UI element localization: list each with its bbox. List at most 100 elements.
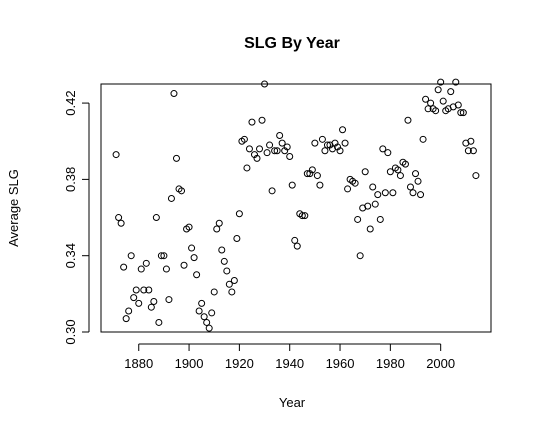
x-axis-label: Year	[279, 395, 306, 410]
data-point	[316, 181, 324, 189]
data-point	[240, 135, 248, 143]
data-point	[298, 212, 306, 220]
data-point	[376, 215, 384, 223]
data-point	[356, 252, 364, 260]
data-point	[142, 259, 150, 267]
data-point	[406, 183, 414, 191]
data-point	[447, 88, 455, 96]
data-point	[389, 189, 397, 197]
data-point	[157, 252, 165, 260]
data-point	[263, 149, 271, 157]
data-point	[261, 80, 269, 88]
data-point	[293, 242, 301, 250]
data-point	[386, 168, 394, 176]
data-point	[230, 276, 238, 284]
data-point	[243, 164, 251, 172]
data-point	[276, 132, 284, 140]
data-point	[112, 151, 120, 159]
data-point	[469, 147, 477, 155]
data-point	[283, 143, 291, 151]
data-points	[112, 78, 480, 332]
data-point	[311, 139, 319, 147]
data-point	[396, 172, 404, 180]
y-tick-label: 0.38	[63, 167, 78, 192]
data-point	[339, 126, 347, 134]
data-point	[117, 219, 125, 227]
data-point	[424, 105, 432, 113]
data-point	[195, 307, 203, 315]
data-point	[336, 147, 344, 155]
data-point	[366, 225, 374, 233]
data-point	[200, 313, 208, 321]
data-point	[125, 307, 133, 315]
data-point	[401, 160, 409, 168]
data-point	[427, 99, 435, 107]
x-tick-label: 1980	[376, 356, 405, 371]
data-point	[321, 147, 329, 155]
data-point	[208, 309, 216, 317]
chart-title: SLG By Year	[244, 35, 340, 52]
data-point	[188, 244, 196, 252]
data-point	[467, 137, 475, 145]
data-point	[135, 299, 143, 307]
data-point	[417, 191, 425, 199]
data-point	[256, 145, 264, 153]
y-tick-label: 0.42	[63, 90, 78, 115]
data-point	[472, 172, 480, 180]
x-tick-label: 1880	[124, 356, 153, 371]
data-point	[419, 135, 427, 143]
data-point	[273, 147, 281, 155]
y-axis-label: Average SLG	[6, 169, 21, 247]
data-point	[464, 147, 472, 155]
y-axis: 0.30 0.34 0.38 0.42	[63, 90, 90, 345]
y-tick-label: 0.30	[63, 319, 78, 344]
data-point	[323, 141, 331, 149]
data-point	[457, 109, 465, 117]
data-point	[193, 271, 201, 279]
data-point	[155, 318, 163, 326]
data-point	[233, 235, 241, 243]
x-tick-label: 1900	[175, 356, 204, 371]
data-point	[313, 172, 321, 180]
data-point	[351, 179, 359, 187]
data-point	[253, 154, 261, 162]
data-point	[137, 265, 145, 273]
data-point	[147, 303, 155, 311]
data-point	[434, 86, 442, 94]
data-point	[288, 181, 296, 189]
y-tick-label: 0.34	[63, 243, 78, 268]
data-point	[361, 168, 369, 176]
data-point	[374, 191, 382, 199]
x-tick-label: 1960	[326, 356, 355, 371]
data-point	[404, 116, 412, 124]
data-point	[172, 154, 180, 162]
plot-area	[100, 83, 492, 333]
data-point	[245, 145, 253, 153]
data-point	[379, 145, 387, 153]
data-point	[384, 149, 392, 157]
data-point	[223, 267, 231, 275]
data-point	[271, 147, 279, 155]
data-point	[185, 223, 193, 231]
data-point	[215, 219, 223, 227]
data-point	[301, 212, 309, 220]
data-point	[452, 78, 460, 86]
data-point	[152, 214, 160, 222]
data-point	[150, 297, 158, 305]
data-point	[268, 187, 276, 195]
data-point	[220, 257, 228, 265]
data-point	[318, 135, 326, 143]
data-point	[381, 189, 389, 197]
x-axis: 1880 1900 1920 1940 1960 1980 2000	[124, 343, 455, 371]
data-point	[198, 299, 206, 307]
data-point	[160, 252, 168, 260]
data-point	[258, 116, 266, 124]
data-point	[303, 170, 311, 178]
data-point	[165, 296, 173, 304]
data-point	[213, 225, 221, 233]
data-point	[344, 185, 352, 193]
data-point	[291, 236, 299, 244]
data-point	[145, 286, 153, 294]
data-point	[122, 315, 130, 323]
data-point	[412, 170, 420, 178]
